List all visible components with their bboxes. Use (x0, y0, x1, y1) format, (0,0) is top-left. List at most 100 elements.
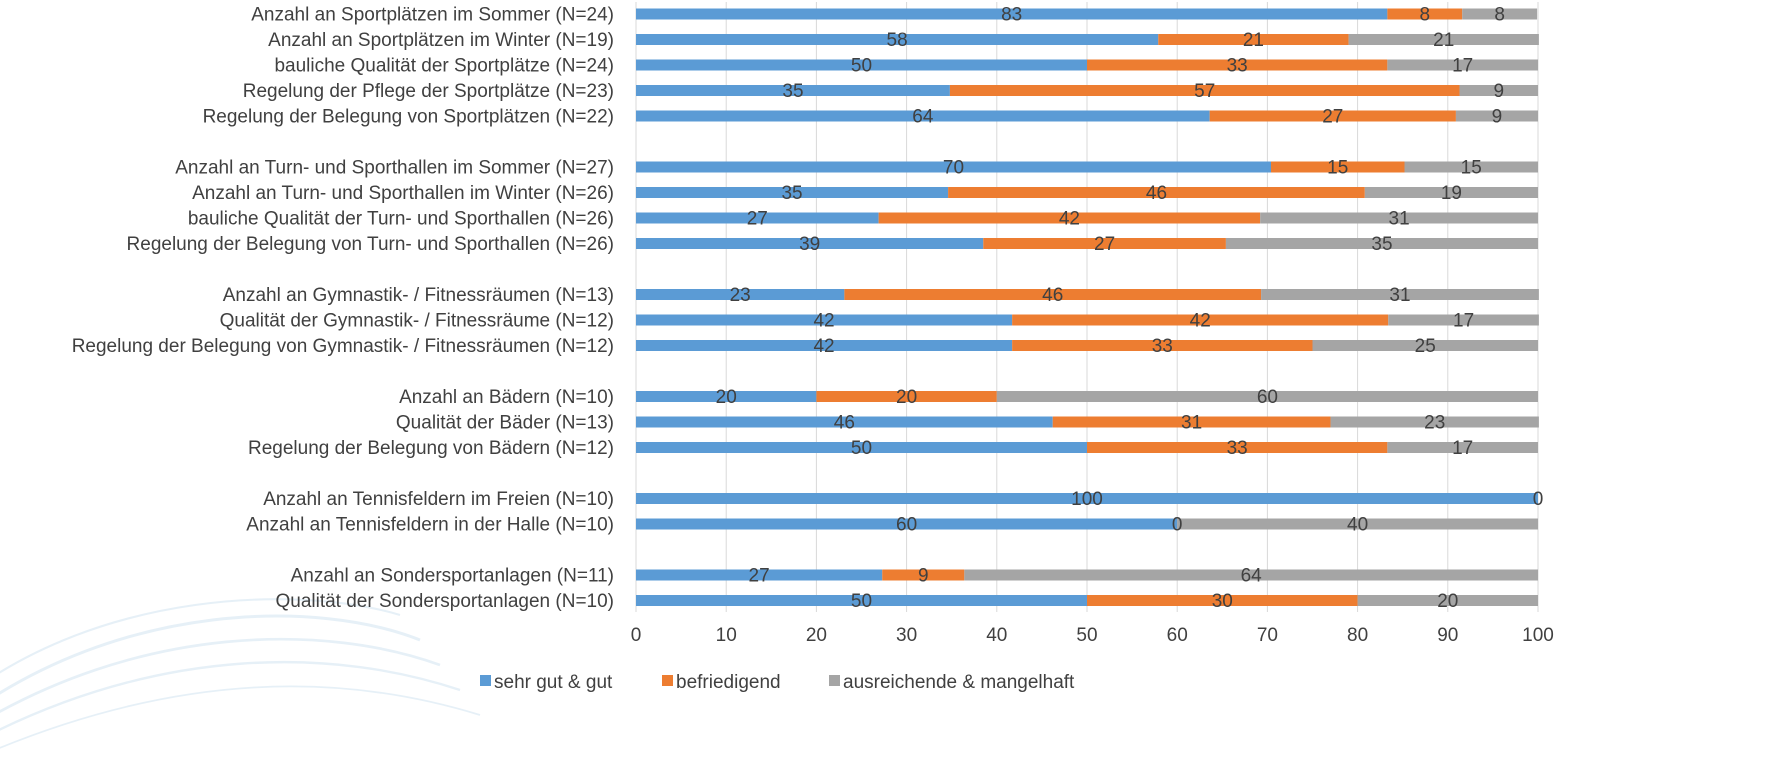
data-label: 0 (1533, 489, 1544, 510)
bar-segment (882, 569, 965, 581)
legend-swatch (829, 675, 840, 686)
legend: sehr gut & gut befriedigend ausreichende &… (480, 672, 1075, 693)
data-label: 42 (813, 311, 834, 332)
bar-segment (1459, 85, 1538, 96)
category-label: Anzahl an Sportplätzen im Sommer (N=24) (251, 5, 614, 26)
bar-segment (1012, 314, 1389, 326)
decorative-swoosh (0, 598, 481, 749)
x-axis-ticks: 0 10 20 30 40 50 60 70 80 90 100 (631, 625, 1554, 646)
bar-segment (1260, 212, 1538, 224)
bar-segment (1387, 442, 1538, 453)
category-label: bauliche Qualität der Sportplätze (N=24) (274, 56, 614, 77)
data-label: 50 (851, 56, 872, 77)
bar-segment (636, 340, 1013, 351)
bar-segment (1087, 59, 1388, 71)
bar-segment (636, 34, 1159, 45)
data-label: 19 (1441, 183, 1462, 204)
bar-segment (636, 442, 1087, 453)
data-label: 40 (1347, 515, 1368, 536)
x-tick-label: 50 (1076, 625, 1097, 646)
x-tick-label: 80 (1347, 625, 1368, 646)
category-label: Anzahl an Turn- und Sporthallen im Somme… (175, 158, 614, 179)
data-label: 25 (1415, 336, 1436, 357)
data-label: 31 (1181, 413, 1202, 434)
category-label: Regelung der Belegung von Turn- und Spor… (127, 234, 614, 255)
bar-segment (636, 416, 1053, 428)
data-label: 46 (834, 413, 855, 434)
gridlines (635, 2, 1539, 612)
data-label: 17 (1452, 56, 1473, 77)
data-label: 50 (851, 591, 872, 612)
data-label: 57 (1194, 81, 1215, 102)
bar-segment (636, 212, 879, 224)
category-label: Anzahl an Sportplätzen im Winter (N=19) (268, 30, 614, 51)
swoosh-line (0, 614, 421, 695)
category-label: Anzahl an Bädern (N=10) (399, 387, 614, 408)
legend-swatch (480, 675, 491, 686)
data-label: 20 (1437, 591, 1458, 612)
data-label: 42 (1059, 209, 1080, 230)
legend-entry: sehr gut & gut (494, 672, 613, 693)
data-label: 27 (749, 566, 770, 587)
data-label: 0 (1172, 515, 1183, 536)
category-label: Regelung der Belegung von Bädern (N=12) (248, 438, 614, 459)
x-tick-label: 70 (1257, 625, 1278, 646)
data-label: 31 (1389, 285, 1410, 306)
data-label: 15 (1327, 158, 1348, 179)
data-label: 100 (1071, 489, 1103, 510)
bar-segment (1209, 110, 1456, 122)
bar-segment (1271, 161, 1405, 173)
bar-segment (636, 161, 1272, 173)
bar-segment (1087, 595, 1358, 606)
bar-segment (1348, 34, 1539, 45)
data-label: 8 (1420, 5, 1431, 26)
data-label: 23 (730, 285, 751, 306)
data-label: 20 (716, 387, 737, 408)
bar-segment (948, 187, 1365, 198)
bar-segment (1455, 110, 1538, 122)
data-label: 31 (1389, 209, 1410, 230)
bars (636, 8, 1539, 606)
category-label: Anzahl an Tennisfeldern in der Halle (N=… (246, 515, 614, 536)
x-tick-label: 0 (631, 625, 642, 646)
category-label: Qualität der Bäder (N=13) (396, 413, 614, 434)
bar-segment (636, 493, 1538, 504)
category-label: Regelung der Belegung von Sportplätzen (… (203, 107, 614, 128)
bar-segment (636, 187, 949, 198)
bar-segment (1462, 8, 1538, 20)
data-label: 64 (1241, 566, 1263, 587)
bar-segment (1388, 314, 1539, 326)
bar-segment (816, 391, 997, 402)
data-label: 35 (1371, 234, 1392, 255)
data-label: 27 (1094, 234, 1115, 255)
x-tick-label: 30 (896, 625, 917, 646)
data-label: 50 (851, 438, 872, 459)
data-label: 39 (799, 234, 820, 255)
data-label: 21 (1243, 30, 1264, 51)
bar-segment (1261, 289, 1539, 300)
data-label: 35 (782, 81, 803, 102)
bar-segment (1087, 442, 1388, 453)
x-tick-label: 40 (986, 625, 1007, 646)
category-label: bauliche Qualität der Turn- und Sporthal… (188, 209, 614, 230)
bar-segment (1225, 238, 1538, 249)
data-label: 27 (747, 209, 768, 230)
swoosh-line (0, 685, 481, 749)
data-labels: 83 8 8 58 21 21 50 33 17 35 57 9 64 27 9 70 15 15 35 46 19 27… (716, 5, 1544, 613)
data-label: 33 (1227, 438, 1248, 459)
data-label: 27 (1322, 107, 1343, 128)
bar-segment (844, 289, 1262, 300)
bar-segment (636, 391, 817, 402)
data-label: 9 (1493, 81, 1504, 102)
bar-segment (636, 238, 984, 249)
bar-segment (1404, 161, 1538, 173)
bar-segment (1312, 340, 1538, 351)
bar-segment (636, 518, 1178, 530)
bar-segment (1012, 340, 1313, 351)
bar-segment (636, 85, 950, 96)
x-tick-label: 20 (806, 625, 827, 646)
data-label: 21 (1433, 30, 1454, 51)
bar-segment (1052, 416, 1331, 428)
